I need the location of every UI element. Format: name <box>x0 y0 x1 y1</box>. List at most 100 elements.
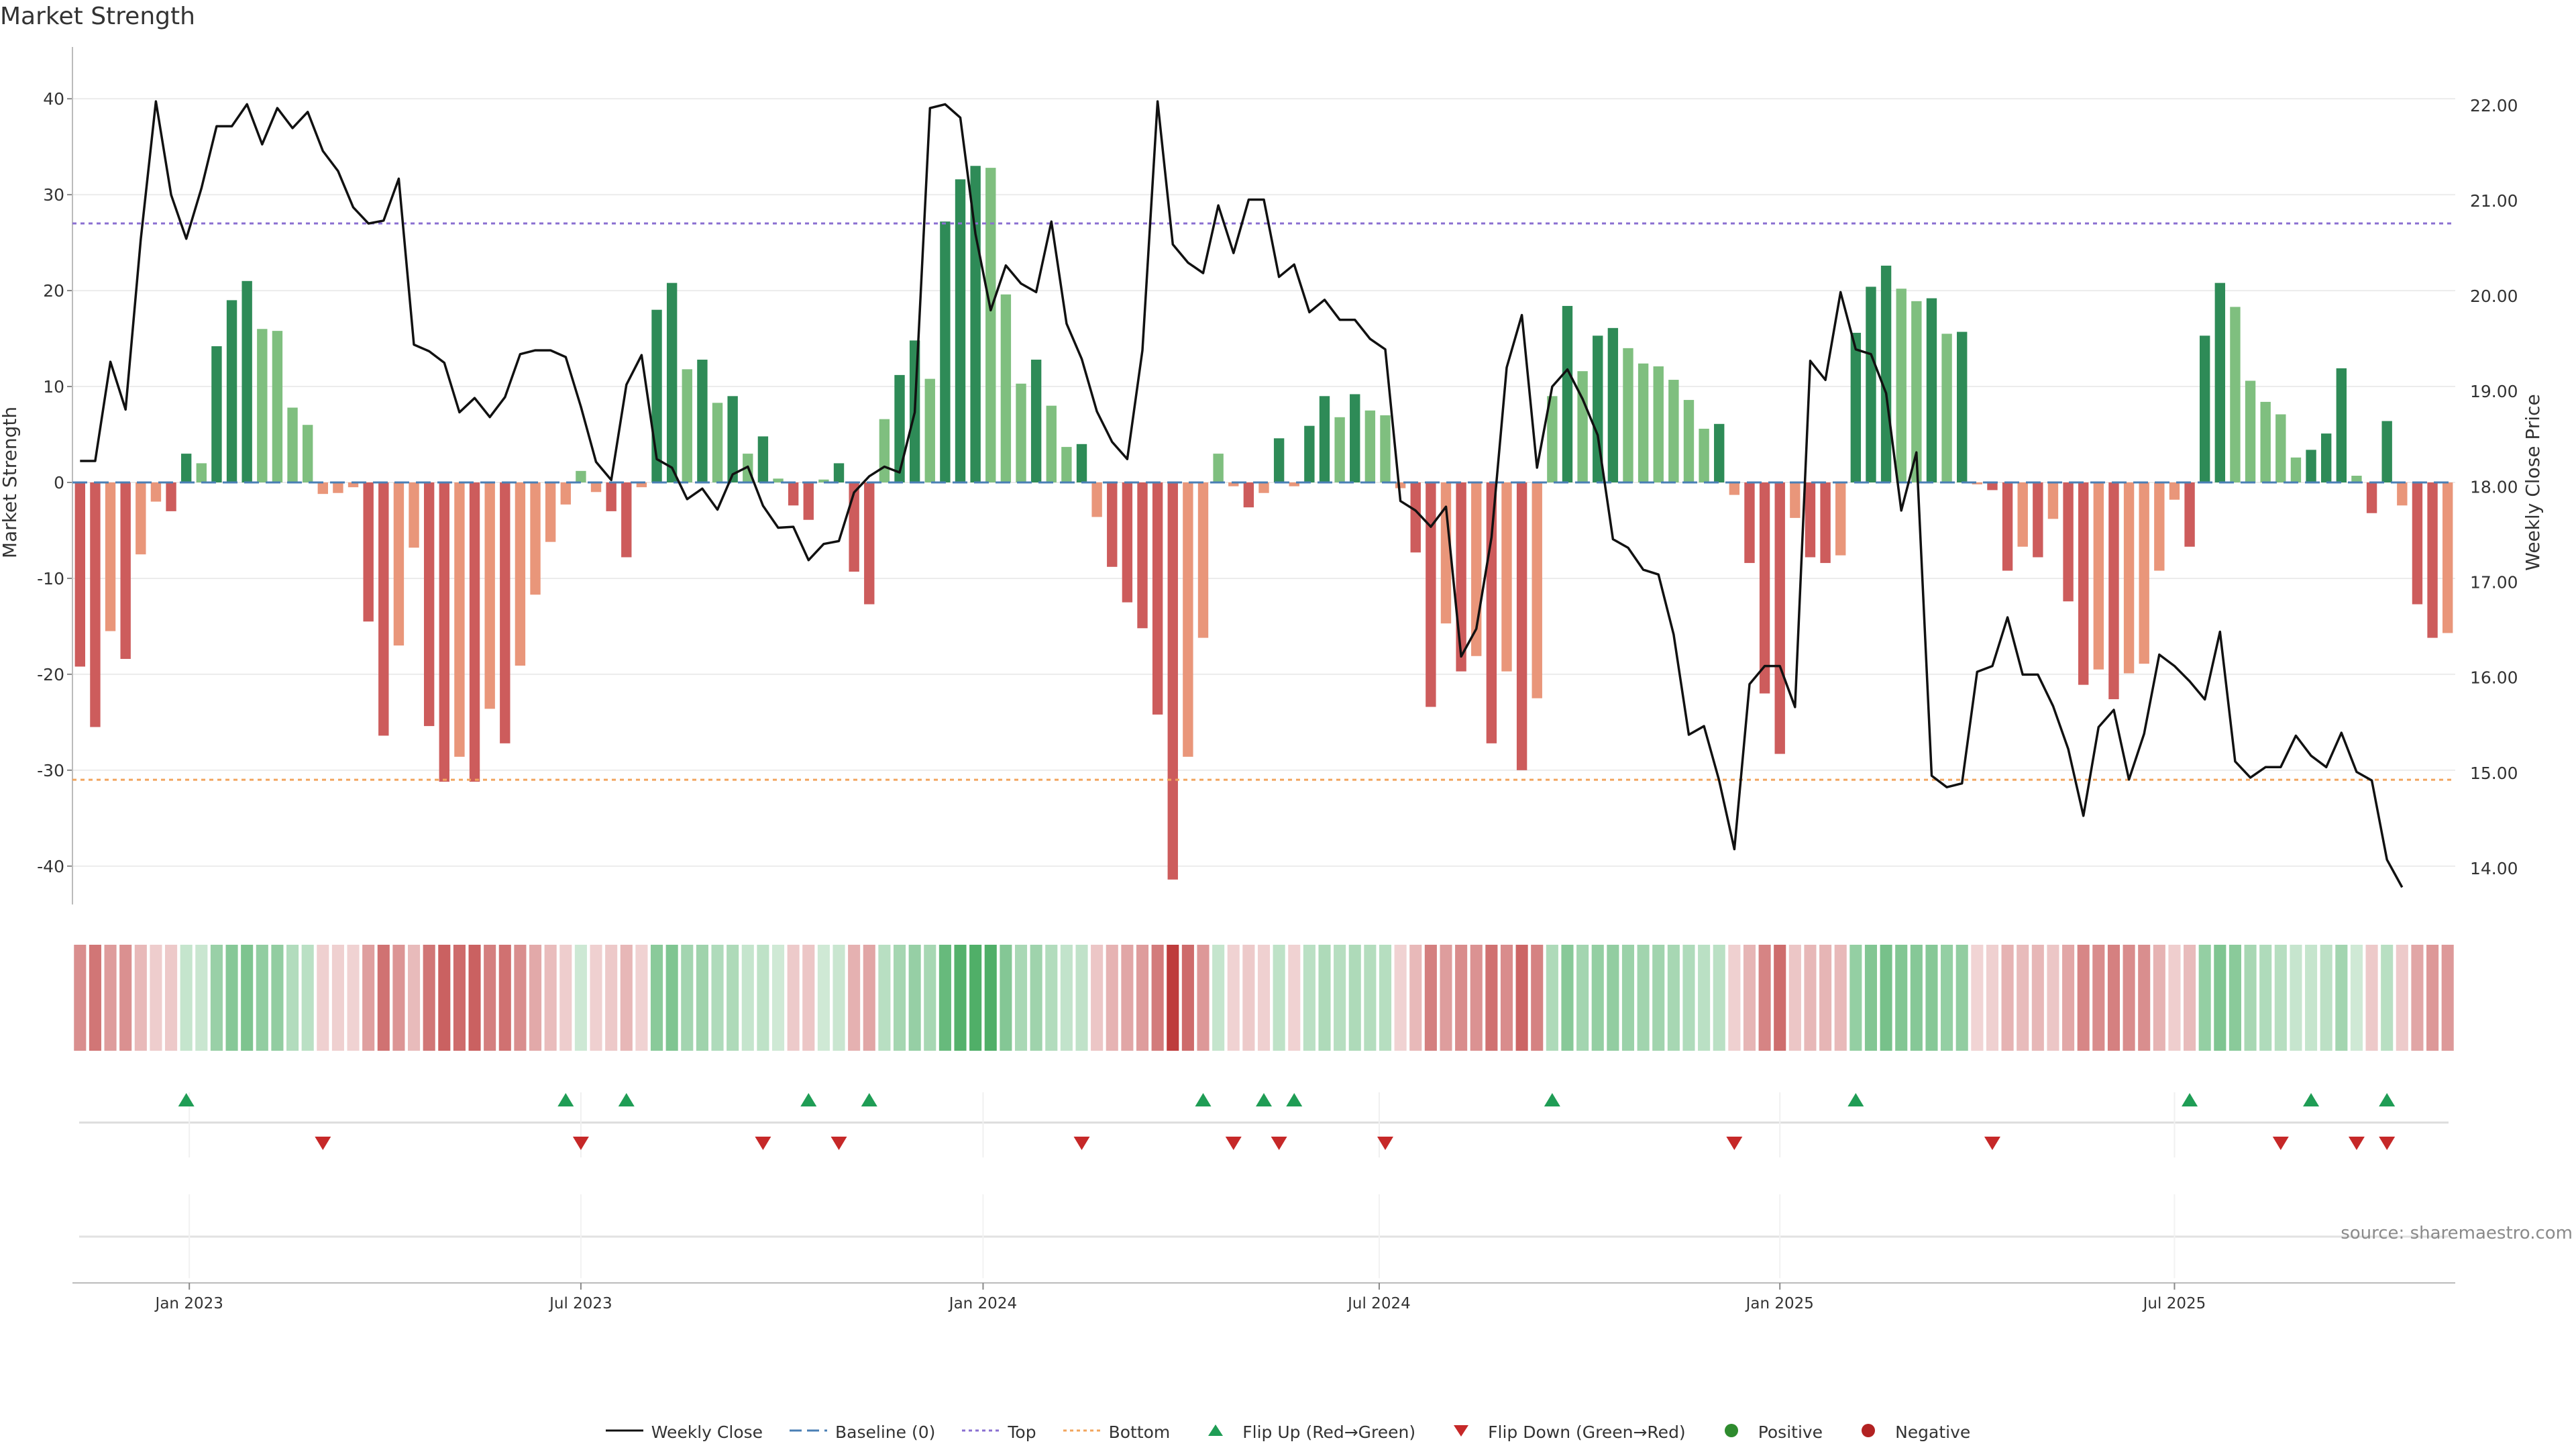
strength-bar <box>1426 482 1436 707</box>
heat-cell <box>863 945 875 1051</box>
heat-cell <box>89 945 101 1051</box>
strength-bar <box>317 482 328 495</box>
flip-down-marker <box>1073 1137 1090 1150</box>
strength-bar <box>1638 363 1649 482</box>
heat-cell <box>969 945 982 1051</box>
heat-cell <box>1075 945 1088 1051</box>
flip-up-marker <box>1195 1093 1212 1106</box>
legend-swatch-negative <box>1849 1422 1887 1442</box>
strength-bar <box>985 168 996 483</box>
y2-tick-label: 20.00 <box>2470 287 2518 306</box>
y-tick-label: -20 <box>37 665 64 684</box>
heat-cell <box>1485 945 1498 1051</box>
strength-bar <box>606 482 616 511</box>
strength-bar <box>515 482 526 666</box>
strength-bar <box>2017 482 2028 547</box>
heat-cell <box>392 945 405 1051</box>
strength-bar <box>2351 475 2362 482</box>
strength-bar <box>1440 482 1452 624</box>
strength-bar <box>409 482 419 548</box>
heat-cell <box>2092 945 2105 1051</box>
x-tick-label: Jan 2025 <box>1745 1295 1814 1312</box>
strength-bar <box>530 482 541 595</box>
strength-bar <box>1941 333 1952 482</box>
strength-bar <box>1714 423 1725 482</box>
y2-tick-label: 22.00 <box>2470 96 2518 115</box>
heat-cell <box>1515 945 1528 1051</box>
strength-bar <box>1380 415 1391 482</box>
strength-bar <box>2412 482 2423 605</box>
strength-bar <box>1866 287 1876 482</box>
strength-bar <box>1289 482 1299 486</box>
strength-bar <box>1577 371 1588 482</box>
heat-cell <box>2062 945 2075 1051</box>
strength-bar <box>333 482 343 493</box>
strength-bar <box>1167 482 1178 880</box>
strength-bar <box>1547 396 1558 482</box>
strength-bar <box>2123 482 2135 674</box>
y2-tick-label: 16.00 <box>2470 668 2518 688</box>
heat-cell <box>286 945 299 1051</box>
strength-bar <box>1835 482 1846 556</box>
heat-cell <box>1288 945 1301 1051</box>
strength-bar <box>257 329 268 482</box>
heat-cell <box>2290 945 2302 1051</box>
heat-cell <box>1682 945 1695 1051</box>
flip-up-marker <box>800 1093 817 1106</box>
heat-cell <box>2031 945 2044 1051</box>
flip-down-marker <box>1984 1137 2000 1150</box>
heat-cell <box>802 945 815 1051</box>
heat-cell <box>2335 945 2348 1051</box>
flip-down-marker <box>1726 1137 1743 1150</box>
heat-cell <box>1379 945 1392 1051</box>
heat-cell <box>741 945 754 1051</box>
heat-cell <box>2305 945 2318 1051</box>
heat-cell <box>1788 945 1801 1051</box>
strength-bar <box>150 482 162 502</box>
strength-bar <box>1258 482 1269 493</box>
heat-cell <box>1364 945 1377 1051</box>
heat-cell <box>696 945 708 1051</box>
flip-up-marker <box>2182 1093 2198 1106</box>
heat-cell <box>1000 945 1012 1051</box>
heat-cell <box>2001 945 2014 1051</box>
strength-bar <box>2139 482 2149 664</box>
legend-item-weekly-close: Weekly Close <box>605 1422 763 1442</box>
strength-bar <box>74 482 86 667</box>
heat-cell <box>1060 945 1073 1051</box>
heat-cell <box>878 945 891 1051</box>
heat-cell <box>165 945 178 1051</box>
heat-cell <box>2077 945 2090 1051</box>
y-tick-label: -30 <box>37 761 64 780</box>
heat-cell <box>1774 945 1786 1051</box>
strength-bar <box>2200 335 2210 482</box>
legend-label: Baseline (0) <box>835 1422 936 1442</box>
strength-bar <box>1729 482 1740 495</box>
heat-cell <box>2244 945 2257 1051</box>
strength-bar <box>2063 482 2074 602</box>
heat-cell <box>1561 945 1574 1051</box>
heat-cell <box>1273 945 1285 1051</box>
heat-cell <box>1621 945 1635 1051</box>
strength-bar <box>1774 482 1785 754</box>
strength-bar <box>1896 289 1907 482</box>
heat-cell <box>1227 945 1240 1051</box>
heat-cell <box>317 945 329 1051</box>
strength-bar <box>1137 482 1148 629</box>
strength-bar <box>757 436 769 482</box>
heat-cell <box>1242 945 1255 1051</box>
x-tick-label: Jan 2023 <box>154 1295 223 1312</box>
flip-up-marker <box>618 1093 635 1106</box>
flip-up-marker <box>1256 1093 1272 1106</box>
heat-cell <box>1743 945 1756 1051</box>
heat-cell <box>134 945 147 1051</box>
y-tick-label: 40 <box>43 89 64 109</box>
heat-cell <box>817 945 830 1051</box>
strength-bar <box>803 482 814 520</box>
strength-bar <box>2033 482 2043 558</box>
strength-bar <box>2169 482 2180 500</box>
y-tick-label: 10 <box>43 377 64 397</box>
flip-down-marker <box>2272 1137 2289 1150</box>
heat-cell <box>2365 945 2378 1051</box>
heat-cell <box>2047 945 2059 1051</box>
